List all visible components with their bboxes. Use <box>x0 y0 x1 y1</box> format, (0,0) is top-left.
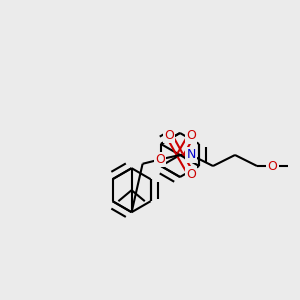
Text: O: O <box>268 160 277 172</box>
Text: N: N <box>186 148 196 161</box>
Text: O: O <box>186 129 196 142</box>
Text: O: O <box>186 168 196 181</box>
Text: O: O <box>155 153 165 166</box>
Text: O: O <box>164 129 174 142</box>
